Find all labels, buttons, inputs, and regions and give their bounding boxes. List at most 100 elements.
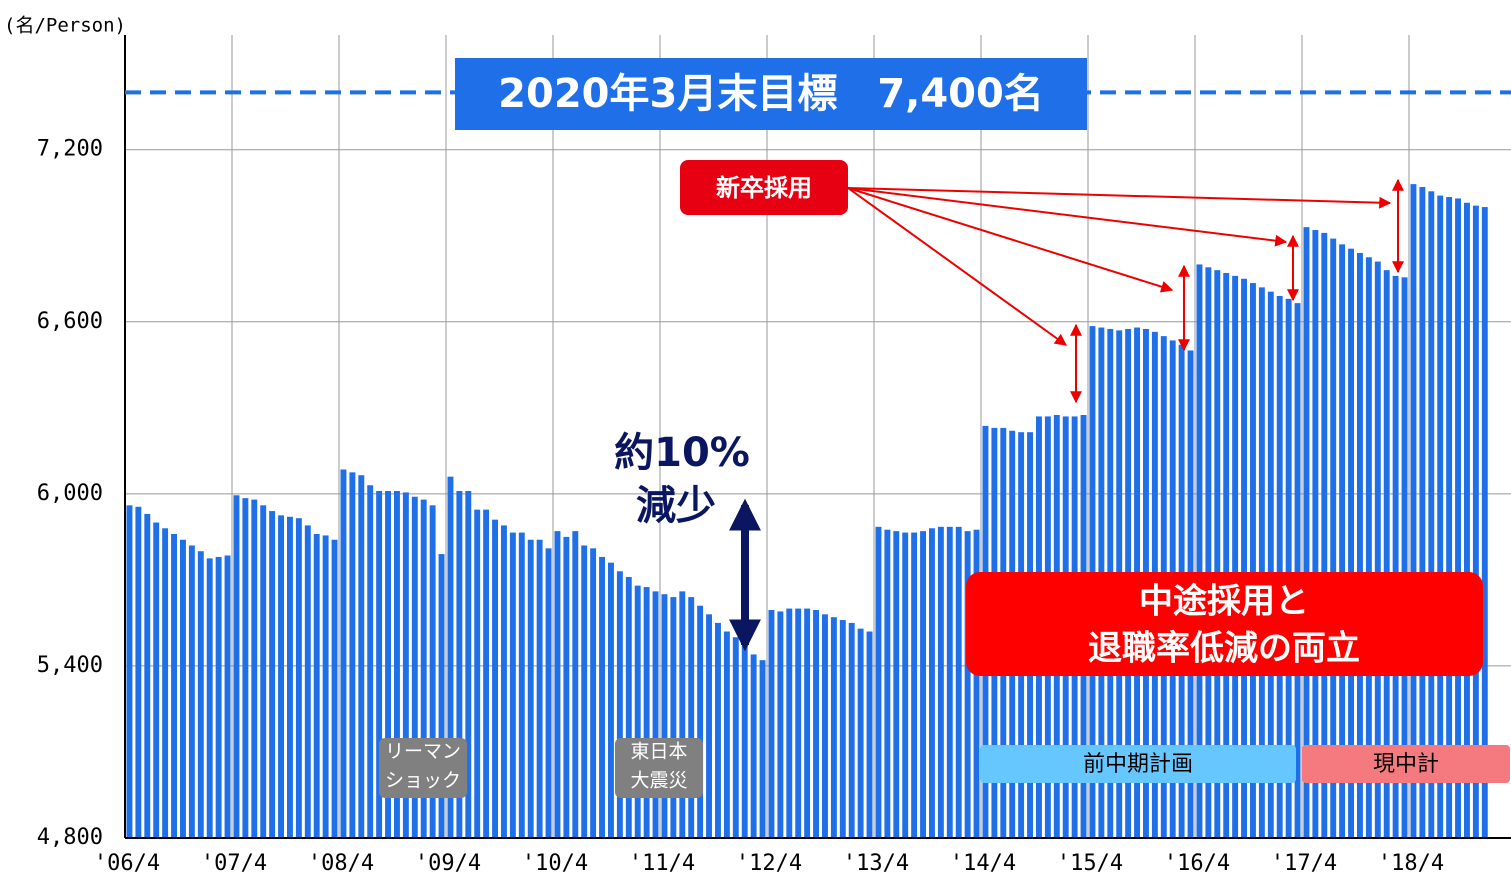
bar	[242, 498, 249, 838]
bar	[188, 545, 195, 838]
bar	[911, 532, 918, 838]
bar	[358, 475, 365, 838]
bar	[1312, 230, 1319, 838]
bar	[804, 608, 811, 838]
lehman-box	[379, 738, 467, 798]
bar	[616, 571, 623, 838]
bar	[492, 519, 498, 838]
bar	[269, 511, 276, 838]
bar	[278, 515, 284, 838]
bar	[1481, 207, 1488, 839]
bar	[759, 660, 766, 838]
bar	[929, 528, 935, 838]
bar	[1464, 202, 1470, 838]
bar	[857, 628, 864, 838]
x-tick-label: '18/4	[1378, 851, 1444, 876]
bar	[661, 594, 668, 838]
target-label: 2020年3月末目標 7,400名	[498, 71, 1044, 117]
bar	[1357, 252, 1363, 838]
bar	[295, 518, 302, 838]
bar	[126, 505, 133, 838]
bar	[723, 631, 730, 838]
target-box	[455, 58, 1087, 130]
bar	[251, 499, 258, 838]
bar	[483, 509, 490, 838]
bar	[973, 529, 980, 838]
bar	[429, 505, 436, 838]
midcareer-label: 中途採用と	[1139, 582, 1309, 622]
bar	[518, 532, 525, 838]
bar	[777, 611, 784, 838]
bar	[697, 605, 704, 838]
arrows	[847, 178, 1404, 404]
curr-plan-box	[1302, 745, 1510, 783]
bar	[162, 528, 169, 838]
bar	[447, 476, 454, 838]
bar	[1374, 261, 1381, 839]
bar	[599, 556, 605, 838]
bar	[287, 516, 293, 838]
x-tick-label: '11/4	[629, 851, 695, 876]
bar	[830, 617, 837, 838]
bar	[590, 548, 597, 838]
bar	[1196, 264, 1203, 838]
bar	[581, 545, 588, 838]
bar	[465, 490, 472, 838]
bar	[153, 522, 160, 838]
bar	[652, 591, 659, 838]
bar	[848, 622, 855, 838]
bar	[1446, 197, 1453, 838]
bar	[1321, 232, 1328, 838]
bar	[706, 614, 712, 838]
decrease-label: 減少	[636, 483, 716, 529]
bar	[634, 585, 641, 838]
bar	[1258, 287, 1265, 838]
bar	[411, 496, 418, 838]
midcareer-box	[966, 572, 1483, 676]
bar	[955, 526, 962, 838]
bar	[1437, 195, 1444, 839]
bar	[670, 597, 677, 838]
x-tick-label: '10/4	[522, 851, 588, 876]
quake-box	[615, 738, 703, 798]
x-tick-label: '09/4	[415, 851, 481, 876]
x-tick-label: '08/4	[308, 851, 374, 876]
lehman-label: ショック	[385, 770, 461, 792]
y-tick-label: 4,800	[37, 825, 103, 850]
bar	[813, 610, 819, 838]
x-tick-label: '13/4	[843, 851, 909, 876]
quake-label: 東日本	[630, 741, 687, 763]
bar	[331, 539, 338, 838]
bar	[340, 469, 347, 838]
y-tick-label: 6,000	[37, 481, 103, 506]
bar	[1365, 257, 1372, 839]
bar	[937, 526, 944, 838]
bar	[679, 591, 686, 838]
bar	[1241, 278, 1247, 839]
x-tick-label: '15/4	[1057, 851, 1123, 876]
bar	[715, 622, 721, 838]
new-grad-box	[680, 160, 848, 215]
bar	[643, 587, 650, 838]
bar	[839, 620, 846, 838]
bar	[741, 645, 748, 838]
midcareer-label: 退職率低減の両立	[1088, 629, 1360, 669]
bar	[402, 492, 409, 838]
bar	[946, 526, 953, 838]
bar	[902, 532, 909, 838]
bar	[554, 531, 561, 838]
bar	[1285, 298, 1292, 838]
bar	[215, 556, 222, 838]
bar	[625, 577, 632, 838]
bar	[884, 529, 891, 838]
bar	[420, 499, 427, 838]
bar	[1383, 270, 1390, 838]
bar	[1303, 227, 1310, 838]
bar	[1223, 273, 1230, 839]
bar	[1455, 198, 1461, 839]
bar	[367, 485, 374, 838]
bar	[893, 531, 900, 838]
x-tick-label: '14/4	[950, 851, 1016, 876]
x-tick-label: '12/4	[736, 851, 802, 876]
bar	[786, 608, 793, 838]
